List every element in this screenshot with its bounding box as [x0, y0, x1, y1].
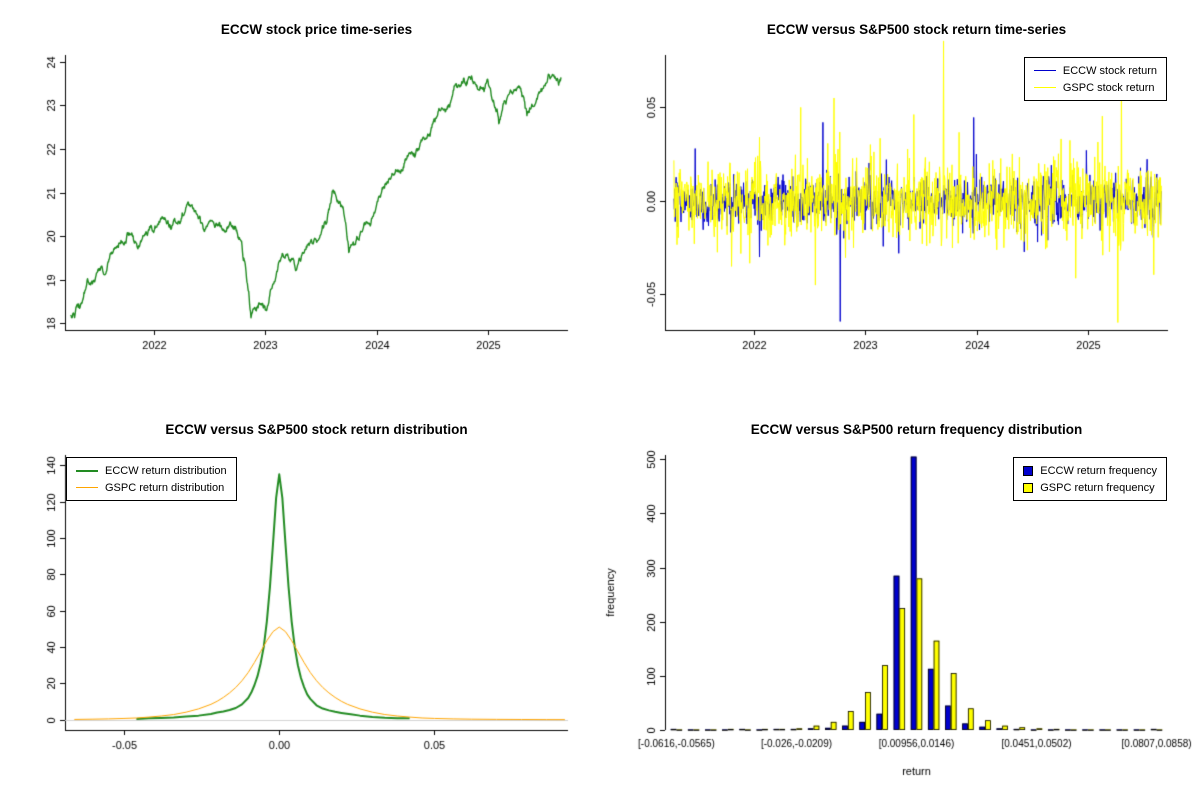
gspc-return-line-swatch-icon — [1033, 87, 1056, 88]
chart-title-price: ECCW stock price time-series — [220, 22, 413, 37]
panel-return-time-series: ECCW versus S&P500 stock return time-ser… — [600, 0, 1200, 400]
gspc-frequency-box-swatch-icon — [1023, 482, 1034, 493]
legend-entry: ECCW return frequency — [1023, 462, 1157, 479]
legend-label: ECCW return distribution — [105, 464, 227, 477]
legend-entry: GSPC return frequency — [1023, 479, 1157, 496]
legend-label: ECCW return frequency — [1040, 464, 1157, 477]
eccw-density-line-swatch-icon — [76, 469, 98, 472]
legend-label: GSPC return distribution — [105, 481, 225, 494]
legend-entry: GSPC return distribution — [76, 479, 227, 496]
legend-return-frequency: ECCW return frequency GSPC return freque… — [1013, 457, 1167, 501]
eccw-return-line-swatch-icon — [1033, 70, 1056, 71]
chart-title-frequency: ECCW versus S&P500 return frequency dist… — [750, 422, 1083, 437]
panel-return-distribution: ECCW versus S&P500 stock return distribu… — [0, 400, 600, 800]
chart-title-distribution: ECCW versus S&P500 stock return distribu… — [165, 422, 468, 437]
legend-entry: GSPC stock return — [1033, 79, 1157, 96]
legend-label: ECCW stock return — [1062, 64, 1157, 77]
legend-return-distribution: ECCW return distribution GSPC return dis… — [66, 457, 237, 501]
panel-price-time-series: ECCW stock price time-series — [0, 0, 600, 400]
gspc-density-line-swatch-icon — [76, 487, 98, 488]
chart-title-returns: ECCW versus S&P500 stock return time-ser… — [766, 22, 1067, 37]
legend-return-series: ECCW stock return GSPC stock return — [1023, 57, 1167, 101]
legend-label: GSPC stock return — [1062, 81, 1155, 94]
panel-return-frequency: ECCW versus S&P500 return frequency dist… — [600, 400, 1200, 800]
legend-label: GSPC return frequency — [1040, 481, 1155, 494]
legend-entry: ECCW stock return — [1033, 62, 1157, 79]
price-time-series-canvas — [0, 0, 600, 400]
eccw-frequency-box-swatch-icon — [1023, 465, 1034, 476]
legend-entry: ECCW return distribution — [76, 462, 227, 479]
